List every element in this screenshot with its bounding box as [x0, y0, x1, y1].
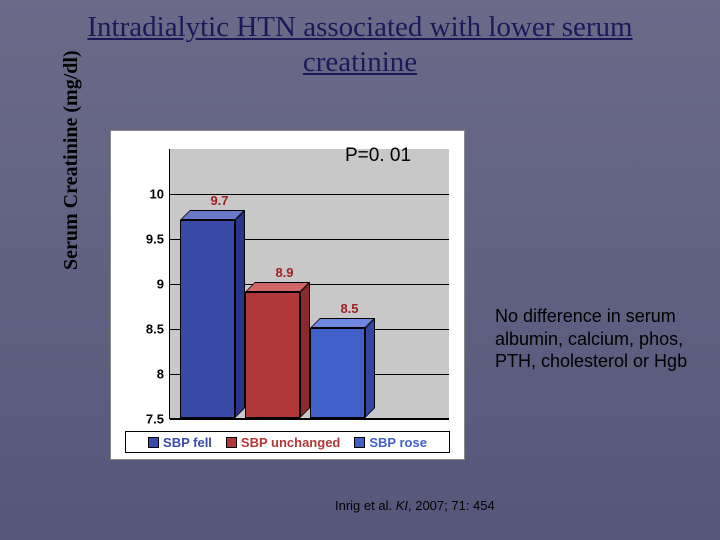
legend-item: SBP unchanged — [226, 435, 340, 450]
y-tick-label: 9 — [124, 277, 164, 292]
page-title: Intradialytic HTN associated with lower … — [0, 0, 720, 80]
citation-journal: KI — [396, 498, 408, 513]
grid-line — [170, 419, 449, 420]
legend-swatch — [226, 437, 237, 448]
bar: 8.5 — [310, 148, 375, 418]
legend-text: SBP fell — [163, 435, 212, 450]
bar: 8.9 — [245, 148, 310, 418]
legend-text: SBP unchanged — [241, 435, 340, 450]
legend-item: SBP rose — [354, 435, 427, 450]
legend: SBP fell SBP unchanged SBP rose — [125, 431, 450, 453]
citation-prefix: Inrig et al. — [335, 498, 396, 513]
legend-text: SBP rose — [369, 435, 427, 450]
y-tick-label: 9.5 — [124, 232, 164, 247]
y-tick-label: 8.5 — [124, 322, 164, 337]
y-axis-label: Serum Creatinine (mg/dl) — [60, 50, 83, 270]
bar-value-label: 9.7 — [192, 193, 247, 208]
legend-swatch — [148, 437, 159, 448]
y-tick-label: 7.5 — [124, 412, 164, 427]
y-tick-label: 10 — [124, 187, 164, 202]
citation: Inrig et al. KI, 2007; 71: 454 — [335, 498, 495, 513]
p-value: P=0. 01 — [345, 145, 411, 167]
chart-panel: 7.5 8 8.5 9 9.5 10 9.7 8.9 8.5 SBP fell SBP uncha… — [110, 130, 465, 460]
legend-swatch — [354, 437, 365, 448]
side-note: No difference in serum albumin, calcium,… — [495, 305, 695, 373]
citation-suffix: , 2007; 71: 454 — [408, 498, 495, 513]
bar: 9.7 — [180, 148, 245, 418]
legend-item: SBP fell — [148, 435, 212, 450]
y-tick-label: 8 — [124, 367, 164, 382]
plot-area: 7.588.599.5109.78.98.5 — [169, 149, 449, 419]
bar-value-label: 8.5 — [322, 301, 377, 316]
bar-value-label: 8.9 — [257, 265, 312, 280]
